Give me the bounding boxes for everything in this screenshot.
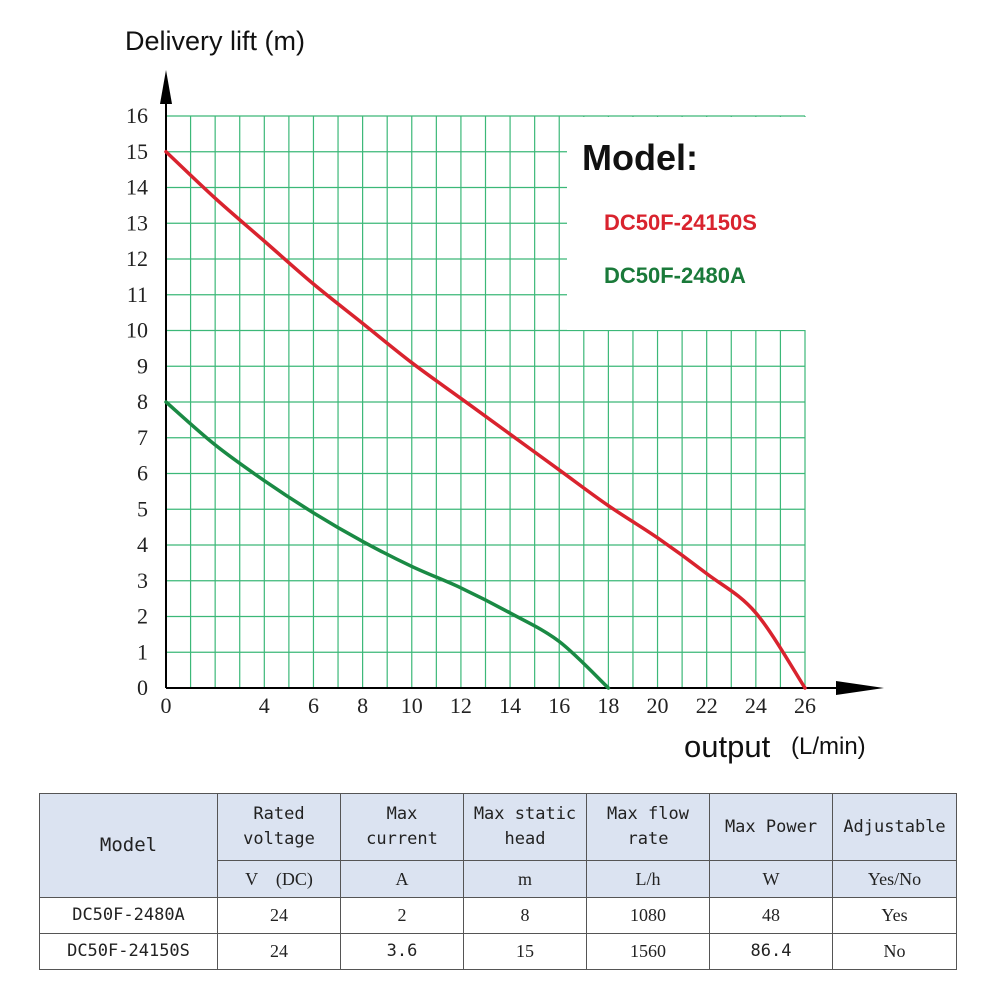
x-tick-label: 16 bbox=[548, 693, 570, 718]
row-model: DC50F-24150S bbox=[39, 933, 218, 970]
y-tick-label: 8 bbox=[137, 389, 148, 414]
col-header-adjustable: Adjustable bbox=[832, 793, 957, 861]
col-header-max-flow-rate: Max flow rate bbox=[586, 793, 710, 861]
table-row: DC50F-24150S 24 3.6 15 1560 86.4 No bbox=[39, 933, 957, 970]
x-tick-label: 20 bbox=[647, 693, 669, 718]
unit-adjustable: Yes/No bbox=[832, 860, 957, 898]
cell-adjustable: Yes bbox=[832, 897, 957, 934]
x-tick-label: 0 bbox=[161, 693, 172, 718]
x-tick-label: 4 bbox=[259, 693, 270, 718]
chart-axes bbox=[160, 70, 884, 695]
cell-max-power: 86.4 bbox=[709, 933, 833, 970]
x-tick-label: 14 bbox=[499, 693, 521, 718]
model-header: Model bbox=[39, 793, 218, 898]
cell-max-flow-rate: 1560 bbox=[586, 933, 710, 970]
y-tick-label: 15 bbox=[126, 139, 148, 164]
x-tick-label: 26 bbox=[794, 693, 816, 718]
x-tick-label: 24 bbox=[745, 693, 767, 718]
x-tick-label: 6 bbox=[308, 693, 319, 718]
cell-max-current: 3.6 bbox=[340, 933, 464, 970]
cell-rated-voltage: 24 bbox=[217, 933, 341, 970]
y-tick-label: 3 bbox=[137, 568, 148, 593]
pump-curve-chart: 0 4 6 8 10 12 14 16 18 20 22 24 26 01234567891011121… bbox=[125, 26, 884, 764]
col-header-rated-voltage: Rated voltage bbox=[217, 793, 341, 861]
col-header-max-static-head: Max static head bbox=[463, 793, 587, 861]
x-axis-title: output bbox=[684, 729, 771, 764]
y-tick-label: 11 bbox=[127, 282, 148, 307]
y-tick-label: 14 bbox=[126, 175, 148, 200]
x-axis-unit: (L/min) bbox=[791, 733, 866, 760]
y-tick-label: 9 bbox=[137, 353, 148, 378]
legend-box bbox=[567, 117, 807, 330]
y-tick-label: 5 bbox=[137, 496, 148, 521]
row-model: DC50F-2480A bbox=[39, 897, 218, 934]
legend-title: Model: bbox=[582, 137, 698, 178]
unit-max-current: A bbox=[340, 860, 464, 898]
unit-max-flow-rate: L/h bbox=[586, 860, 710, 898]
y-tick-label: 2 bbox=[137, 604, 148, 629]
x-axis-arrow bbox=[836, 681, 884, 695]
y-tick-label: 1 bbox=[137, 639, 148, 664]
cell-max-flow-rate: 1080 bbox=[586, 897, 710, 934]
y-axis-arrow bbox=[160, 70, 172, 104]
y-tick-label: 13 bbox=[126, 210, 148, 235]
y-tick-label: 7 bbox=[137, 425, 148, 450]
unit-max-power: W bbox=[709, 860, 833, 898]
y-tick-label: 6 bbox=[137, 461, 148, 486]
y-tick-label: 10 bbox=[126, 318, 148, 343]
series-line-dc50f-2480a bbox=[164, 400, 611, 690]
cell-max-current: 2 bbox=[340, 897, 464, 934]
cell-rated-voltage: 24 bbox=[217, 897, 341, 934]
x-tick-label: 18 bbox=[597, 693, 619, 718]
col-header-max-current: Max current bbox=[340, 793, 464, 861]
cell-max-power: 48 bbox=[709, 897, 833, 934]
legend-entry-dc50f-2480a: DC50F-2480A bbox=[604, 263, 746, 288]
spec-table: Model Rated voltage Max current Max static… bbox=[39, 793, 957, 970]
cell-adjustable: No bbox=[832, 933, 957, 970]
y-tick-label: 4 bbox=[137, 532, 148, 557]
y-tick-label: 12 bbox=[126, 246, 148, 271]
series-line-dc50f-24150s bbox=[164, 150, 807, 690]
x-tick-labels: 0 4 6 8 10 12 14 16 18 20 22 24 26 bbox=[161, 693, 817, 718]
x-tick-label: 22 bbox=[696, 693, 718, 718]
series-lines bbox=[164, 150, 807, 690]
unit-max-static-head: m bbox=[463, 860, 587, 898]
cell-max-static-head: 15 bbox=[463, 933, 587, 970]
x-tick-label: 12 bbox=[450, 693, 472, 718]
y-axis-title: Delivery lift (m) bbox=[125, 26, 305, 56]
table-row: DC50F-2480A 24 2 8 1080 48 Yes bbox=[39, 897, 957, 934]
table-header-row: Model Rated voltage Max current Max static… bbox=[39, 793, 957, 898]
cell-max-static-head: 8 bbox=[463, 897, 587, 934]
unit-rated-voltage: V (DC) bbox=[217, 860, 341, 898]
col-header-max-power: Max Power bbox=[709, 793, 833, 861]
x-tick-label: 10 bbox=[401, 693, 423, 718]
legend-entry-dc50f-24150s: DC50F-24150S bbox=[604, 210, 757, 235]
y-tick-label: 0 bbox=[137, 675, 148, 700]
x-tick-label: 8 bbox=[357, 693, 368, 718]
y-tick-label: 16 bbox=[126, 103, 148, 128]
table-units-row: V (DC) A m L/h W Yes/No bbox=[40, 860, 957, 898]
